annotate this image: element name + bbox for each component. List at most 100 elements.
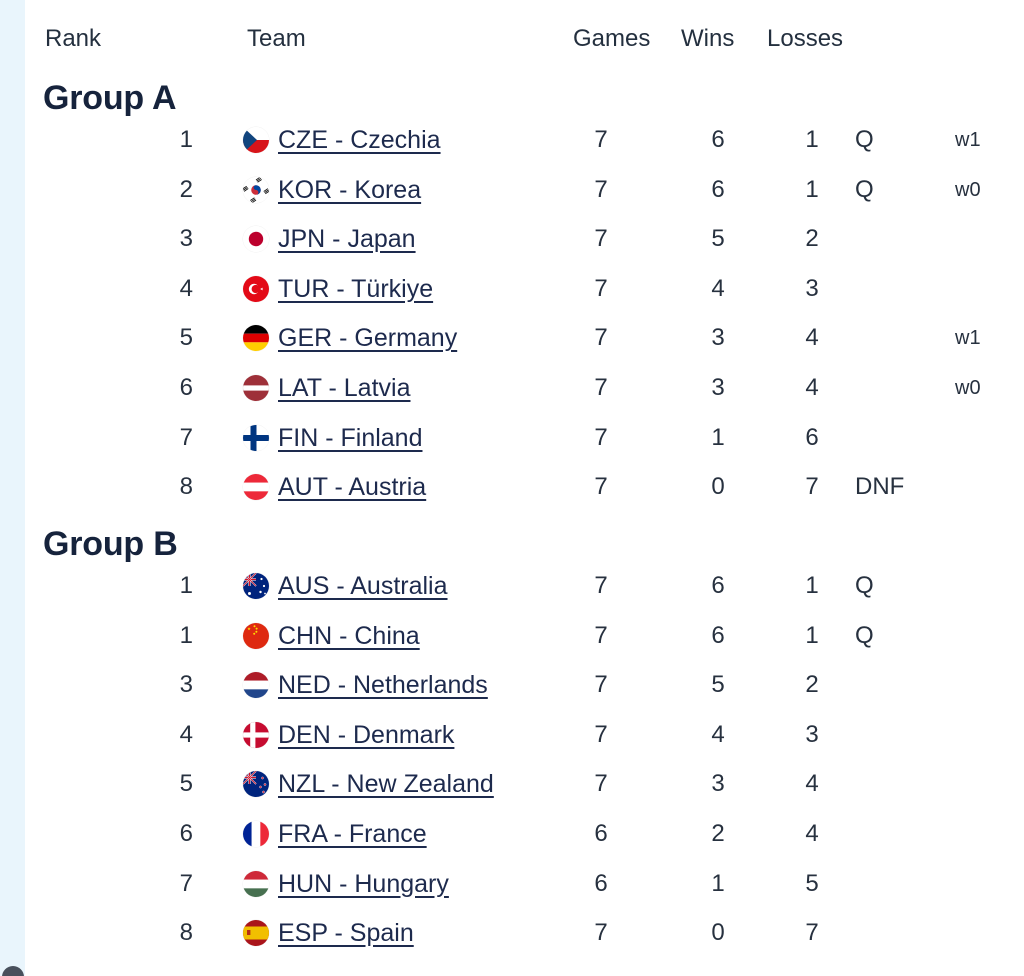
cell-games: 7 <box>594 175 608 203</box>
cell-wins: 4 <box>711 720 725 748</box>
jpn-flag-icon <box>243 224 269 253</box>
group-heading-b: Group B <box>43 525 178 563</box>
team-link[interactable]: NED - Netherlands <box>278 671 488 700</box>
cell-rank: 3 <box>179 671 193 699</box>
cell-losses: 4 <box>805 820 819 847</box>
cell-rank: 7 <box>179 869 193 897</box>
aut-flag-icon <box>243 472 269 501</box>
table-row: 1 AUS - Australia 7 6 1 Q <box>25 571 1024 620</box>
partial-offscreen-element <box>0 966 30 976</box>
cell-wins: 4 <box>711 274 725 302</box>
cell-losses: 1 <box>805 621 819 649</box>
column-header-games: Games <box>573 25 651 52</box>
chn-flag-icon <box>243 621 269 649</box>
table-row: 5 GER - Germany 7 3 4 w1 <box>25 323 1024 372</box>
cell-wins: 5 <box>711 671 725 699</box>
esp-flag-icon <box>243 918 269 947</box>
table-row: 5 NZL - New Zealand 7 3 4 <box>25 769 1024 818</box>
cell-losses: 7 <box>805 919 819 947</box>
cell-games: 7 <box>594 423 608 451</box>
cell-rank: 5 <box>179 324 193 352</box>
team-link[interactable]: ESP - Spain <box>278 919 414 948</box>
table-row: 7 HUN - Hungary 6 1 5 <box>25 869 1024 918</box>
team-link[interactable]: AUT - Austria <box>278 473 427 502</box>
lat-flag-icon <box>243 373 269 401</box>
team-link[interactable]: GER - Germany <box>278 324 458 353</box>
cell-wins: 5 <box>711 225 725 253</box>
cell-losses: 1 <box>805 126 819 153</box>
cell-games: 7 <box>594 720 608 748</box>
team-link[interactable]: FIN - Finland <box>278 423 423 452</box>
ger-flag-icon <box>243 323 269 352</box>
nzl-flag-icon <box>243 769 269 798</box>
cell-losses: 6 <box>805 423 819 451</box>
cell-qualification-status: Q <box>855 175 874 203</box>
team-link[interactable]: DEN - Denmark <box>278 720 455 749</box>
cell-wins: 1 <box>711 423 725 451</box>
team-link[interactable]: CHN - China <box>278 621 420 650</box>
team-link[interactable]: LAT - Latvia <box>278 374 411 402</box>
table-row: 4 DEN - Denmark 7 4 3 <box>25 720 1024 769</box>
cell-rank: 2 <box>179 175 193 203</box>
cell-games: 6 <box>594 820 608 847</box>
team-link[interactable]: TUR - Türkiye <box>278 274 434 303</box>
cell-games: 7 <box>594 324 608 352</box>
fra-flag-icon <box>243 819 269 847</box>
cell-games: 7 <box>594 374 608 401</box>
cell-losses: 1 <box>805 175 819 203</box>
team-link[interactable]: AUS - Australia <box>278 572 448 600</box>
page-left-gutter <box>0 0 25 976</box>
column-header-team: Team <box>247 25 306 52</box>
team-link[interactable]: NZL - New Zealand <box>278 770 494 799</box>
team-link[interactable]: KOR - Korea <box>278 175 422 204</box>
cell-rank: 6 <box>179 820 193 847</box>
table-row: 4 TUR - Türkiye 7 4 3 <box>25 274 1024 323</box>
tur-flag-icon <box>243 274 269 302</box>
cell-games: 7 <box>594 621 608 649</box>
fin-flag-icon <box>243 423 269 451</box>
column-header-rank: Rank <box>45 25 102 52</box>
team-link[interactable]: CZE - Czechia <box>278 126 441 154</box>
team-link[interactable]: JPN - Japan <box>278 225 416 254</box>
cell-games: 7 <box>594 572 608 599</box>
cell-games: 7 <box>594 919 608 947</box>
cell-losses: 4 <box>805 770 819 798</box>
cell-losses: 5 <box>805 869 819 897</box>
cell-rank: 6 <box>179 374 193 401</box>
table-row: 8 AUT - Austria 7 0 7 DNF <box>25 472 1024 521</box>
cze-flag-icon <box>243 125 269 153</box>
team-link[interactable]: FRA - France <box>278 820 427 848</box>
cell-losses: 7 <box>805 473 819 501</box>
cell-wins: 6 <box>711 621 725 649</box>
cell-qualification-status: DNF <box>855 473 905 501</box>
cell-tiebreak-note: w1 <box>955 327 981 350</box>
table-header-row: Rank Team Games Wins Losses <box>25 24 1024 56</box>
cell-tiebreak-note: w0 <box>955 377 981 399</box>
cell-qualification-status: Q <box>855 572 874 599</box>
cell-qualification-status: Q <box>855 621 874 649</box>
cell-rank: 1 <box>179 621 193 649</box>
column-header-wins: Wins <box>681 25 735 52</box>
table-row: 6 LAT - Latvia 7 3 4 w0 <box>25 373 1024 422</box>
cell-tiebreak-note: w0 <box>955 178 981 201</box>
table-row: 7 FIN - Finland 7 1 6 <box>25 423 1024 472</box>
cell-losses: 2 <box>805 225 819 253</box>
cell-rank: 8 <box>179 919 193 947</box>
cell-wins: 3 <box>711 374 725 401</box>
cell-games: 7 <box>594 770 608 798</box>
hun-flag-icon <box>243 869 269 897</box>
team-link[interactable]: HUN - Hungary <box>278 869 449 898</box>
den-flag-icon <box>243 720 269 748</box>
cell-rank: 7 <box>179 423 193 451</box>
table-row: 8 ESP - Spain 7 0 7 <box>25 918 1024 967</box>
cell-games: 7 <box>594 671 608 699</box>
cell-losses: 1 <box>805 572 819 599</box>
table-row: 1 CHN - China 7 6 1 Q <box>25 621 1024 670</box>
cell-losses: 3 <box>805 720 819 748</box>
table-row: 6 FRA - France 6 2 4 <box>25 819 1024 868</box>
cell-wins: 0 <box>711 919 725 947</box>
cell-games: 6 <box>594 869 608 897</box>
standings-content: Rank Team Games Wins Losses Group A Grou… <box>25 0 1024 976</box>
cell-qualification-status: Q <box>855 126 874 153</box>
